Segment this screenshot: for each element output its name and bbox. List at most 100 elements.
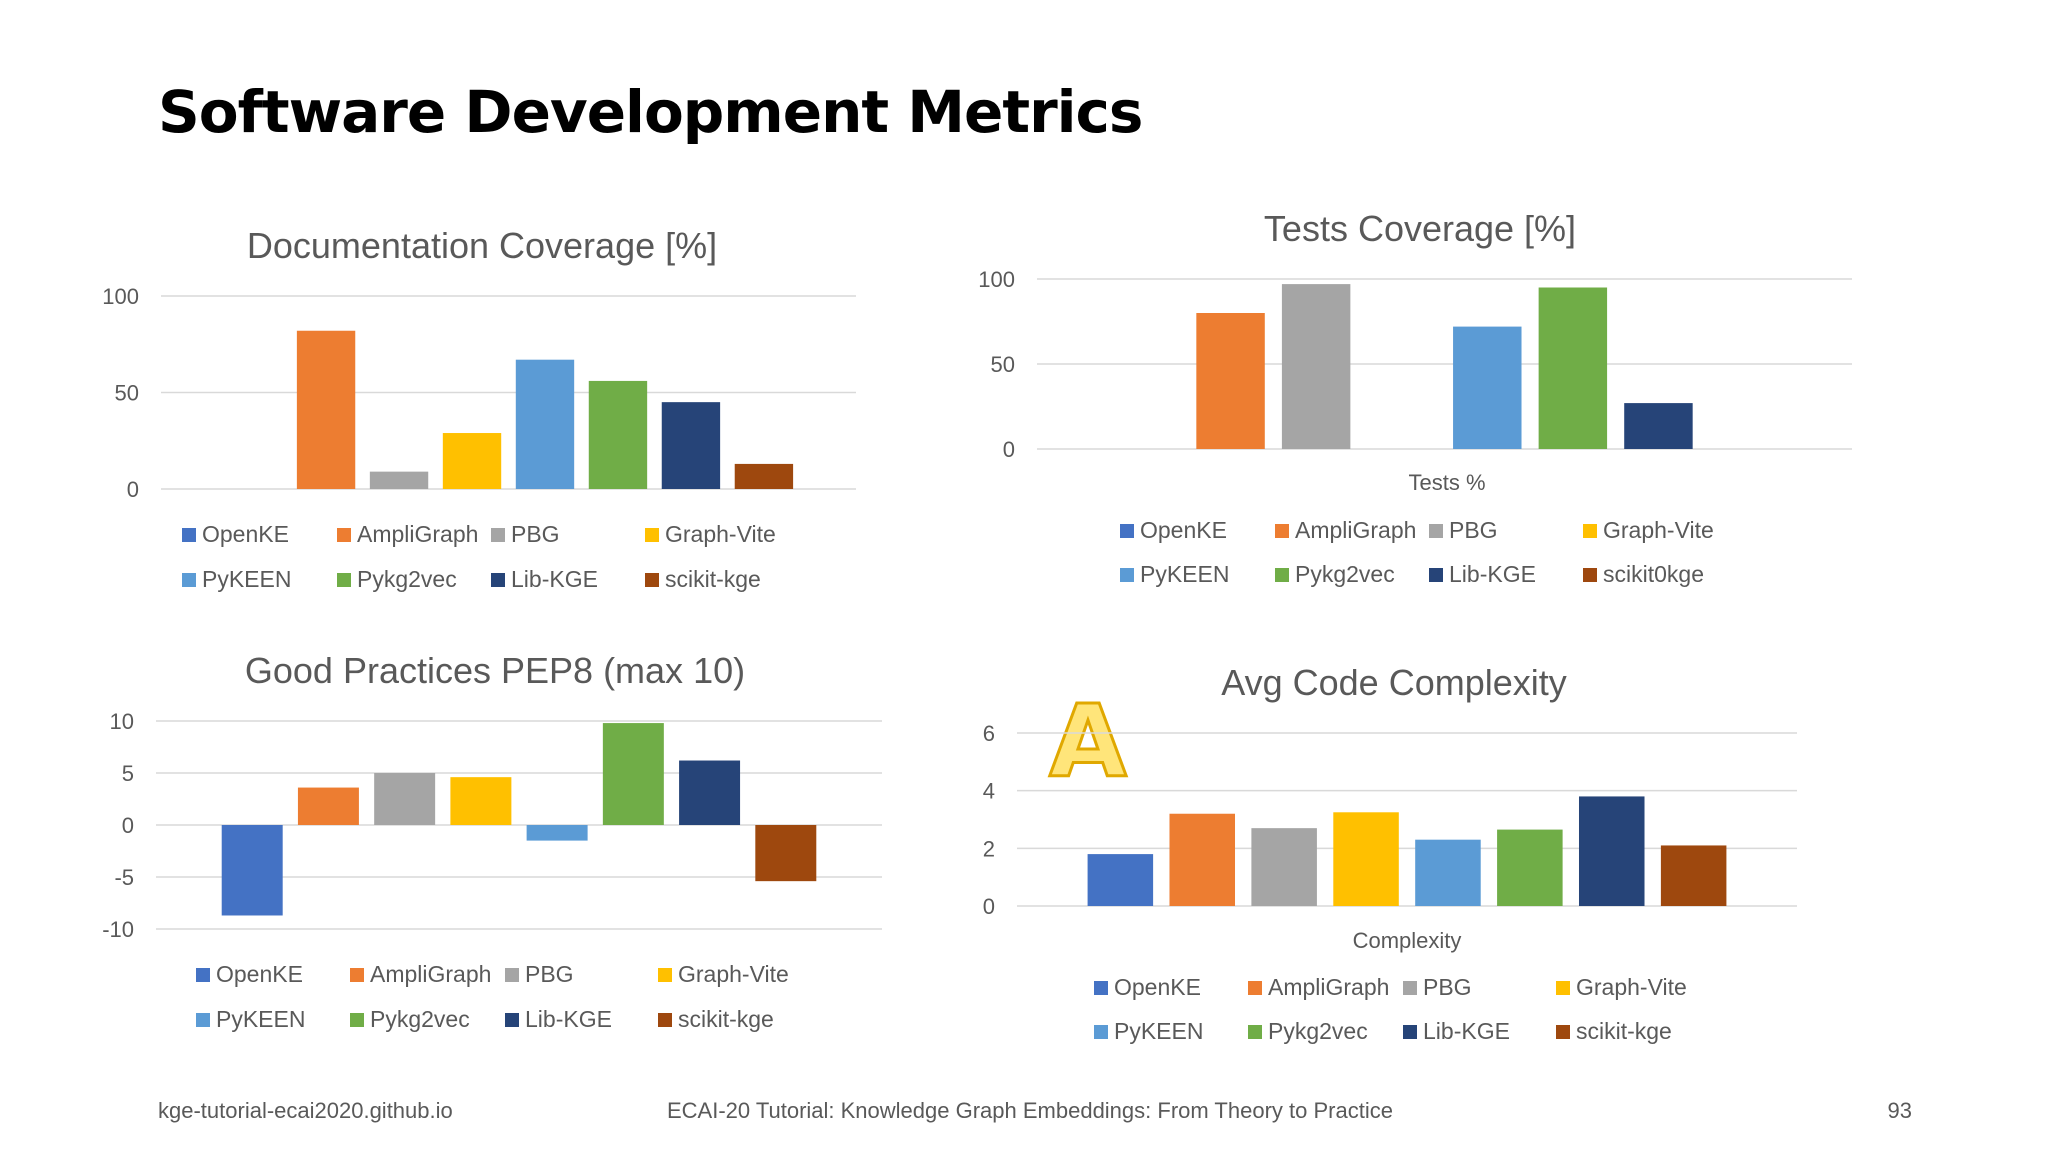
legend-label: Lib-KGE xyxy=(525,1006,612,1032)
legend-swatch xyxy=(1275,524,1289,538)
bar-graph-vite xyxy=(450,777,512,825)
footer-title: ECAI-20 Tutorial: Knowledge Graph Embedd… xyxy=(667,1098,1393,1123)
y-tick-label: 4 xyxy=(983,779,995,804)
legend-label: OpenKE xyxy=(1114,974,1201,1000)
legend-swatch xyxy=(491,528,505,542)
y-tick-label: 2 xyxy=(983,836,995,861)
y-tick-label: -10 xyxy=(102,917,134,942)
y-tick-label: 100 xyxy=(102,284,139,309)
legend-swatch xyxy=(1403,981,1417,995)
bar-openke xyxy=(221,825,283,916)
legend-label: Graph-Vite xyxy=(1576,974,1687,1000)
legend-swatch xyxy=(1583,524,1597,538)
y-tick-label: 10 xyxy=(110,709,134,734)
bar-pykeen xyxy=(526,825,588,841)
legend-swatch xyxy=(337,528,351,542)
legend-swatch xyxy=(350,968,364,982)
legend-label: scikit-kge xyxy=(678,1006,774,1032)
bar-ampligraph xyxy=(296,330,356,489)
legend-label: PyKEEN xyxy=(1140,561,1229,587)
legend-swatch xyxy=(1120,524,1134,538)
legend-swatch xyxy=(182,528,196,542)
bar-lib-kge xyxy=(1624,403,1693,449)
bar-pbg xyxy=(374,773,436,825)
legend-label: Pykg2vec xyxy=(1268,1018,1368,1044)
bar-graph-vite xyxy=(1333,812,1399,906)
legend-swatch xyxy=(1120,568,1134,582)
bar-pykeen xyxy=(515,359,575,489)
legend-label: scikit-kge xyxy=(1576,1018,1672,1044)
legend-label: Lib-KGE xyxy=(511,566,598,592)
legend-label: PyKEEN xyxy=(202,566,291,592)
page-number: 93 xyxy=(1887,1098,1912,1123)
legend-swatch xyxy=(1429,568,1443,582)
bar-pykg2vec xyxy=(588,380,648,489)
y-tick-label: 0 xyxy=(122,813,134,838)
legend-label: AmpliGraph xyxy=(1268,974,1389,1000)
legend-label: scikit-kge xyxy=(665,566,761,592)
chart-title: Tests Coverage [%] xyxy=(1264,208,1576,249)
legend-label: PBG xyxy=(511,521,560,547)
legend-label: AmpliGraph xyxy=(1295,517,1416,543)
bar-scikit-kge xyxy=(755,825,817,882)
bar-pykg2vec xyxy=(1538,287,1608,449)
legend-label: scikit0kge xyxy=(1603,561,1704,587)
bar-lib-kge xyxy=(679,760,741,825)
legend-label: PBG xyxy=(525,961,574,987)
legend-swatch xyxy=(645,528,659,542)
legend-swatch xyxy=(337,573,351,587)
legend-label: Pykg2vec xyxy=(357,566,457,592)
bar-pykg2vec xyxy=(1497,829,1563,906)
legend-label: OpenKE xyxy=(202,521,289,547)
legend-label: Pykg2vec xyxy=(1295,561,1395,587)
bar-ampligraph xyxy=(1196,313,1265,449)
legend-label: Lib-KGE xyxy=(1449,561,1536,587)
legend-swatch xyxy=(1429,524,1443,538)
bar-pykeen xyxy=(1453,326,1522,449)
bar-scikit-kge xyxy=(1660,845,1727,906)
y-tick-label: 50 xyxy=(115,381,139,406)
bar-graph-vite xyxy=(442,433,502,489)
footer-url: kge-tutorial-ecai2020.github.io xyxy=(158,1098,453,1123)
y-tick-label: 50 xyxy=(991,352,1015,377)
chart-title: Avg Code Complexity xyxy=(1221,662,1567,703)
bar-openke xyxy=(1087,854,1154,906)
legend-swatch xyxy=(658,968,672,982)
bar-lib-kge xyxy=(1578,796,1645,906)
y-tick-label: 100 xyxy=(978,267,1015,292)
y-tick-label: -5 xyxy=(114,865,134,890)
legend-swatch xyxy=(1248,981,1262,995)
y-tick-label: 0 xyxy=(983,894,995,919)
chart-title: Documentation Coverage [%] xyxy=(247,225,717,266)
y-tick-label: 0 xyxy=(1003,437,1015,462)
y-tick-label: 5 xyxy=(122,761,134,786)
legend-swatch xyxy=(1583,568,1597,582)
legend-label: PyKEEN xyxy=(1114,1018,1203,1044)
legend-label: Pykg2vec xyxy=(370,1006,470,1032)
legend-swatch xyxy=(1094,981,1108,995)
legend-label: AmpliGraph xyxy=(357,521,478,547)
legend-swatch xyxy=(182,573,196,587)
legend-label: PBG xyxy=(1423,974,1472,1000)
legend-label: Graph-Vite xyxy=(1603,517,1714,543)
y-tick-label: 6 xyxy=(983,721,995,746)
legend-swatch xyxy=(1275,568,1289,582)
legend-swatch xyxy=(1094,1025,1108,1039)
bar-lib-kge xyxy=(661,402,721,489)
legend-label: PBG xyxy=(1449,517,1498,543)
legend-swatch xyxy=(491,573,505,587)
legend-label: Lib-KGE xyxy=(1423,1018,1510,1044)
legend-swatch xyxy=(1403,1025,1417,1039)
legend-swatch xyxy=(1556,981,1570,995)
bar-ampligraph xyxy=(1169,813,1236,906)
x-axis-title: Complexity xyxy=(1353,928,1462,953)
legend-label: PyKEEN xyxy=(216,1006,305,1032)
legend-swatch xyxy=(645,573,659,587)
legend-label: OpenKE xyxy=(216,961,303,987)
legend-swatch xyxy=(196,1013,210,1027)
y-tick-label: 0 xyxy=(127,477,139,502)
bar-pykg2vec xyxy=(602,723,664,825)
legend-swatch xyxy=(1248,1025,1262,1039)
legend-swatch xyxy=(505,968,519,982)
